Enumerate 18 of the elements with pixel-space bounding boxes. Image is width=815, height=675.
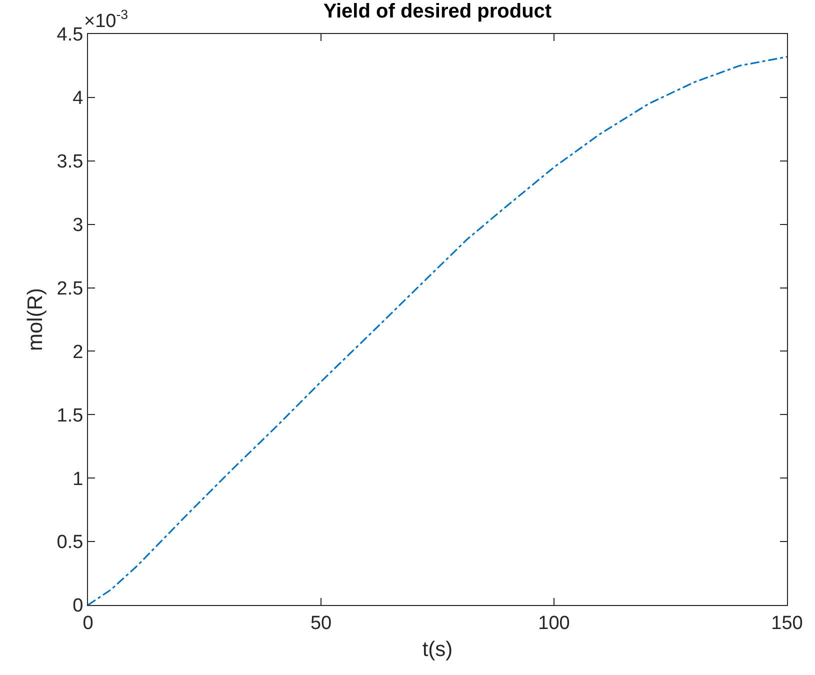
y-tick-label: 1.5 <box>56 405 84 426</box>
y-tick-label: 2.5 <box>56 278 84 300</box>
x-tick-label: 100 <box>538 612 570 634</box>
chart-title: Yield of desired product <box>323 0 552 22</box>
text: ×10$^{-3}$ <box>84 7 128 32</box>
y-tick-label: 0 <box>72 596 84 617</box>
y-tick-label: 1 <box>72 468 84 490</box>
y-tick-label: 3.5 <box>56 152 84 173</box>
x-axis-title: t(s) <box>422 638 453 661</box>
y-axis-title: mol(R) <box>24 288 47 351</box>
y-tick-label: 0.5 <box>56 532 84 554</box>
y-tick-label: 4.5 <box>56 24 84 46</box>
x-tick-label: 150 <box>771 612 803 634</box>
x-tick-label: 50 <box>310 612 332 634</box>
line-series <box>88 56 787 605</box>
y-tick-label: 3 <box>72 214 84 236</box>
y-tick-label: 2 <box>72 342 84 363</box>
y-tick-label: 4 <box>72 88 84 110</box>
